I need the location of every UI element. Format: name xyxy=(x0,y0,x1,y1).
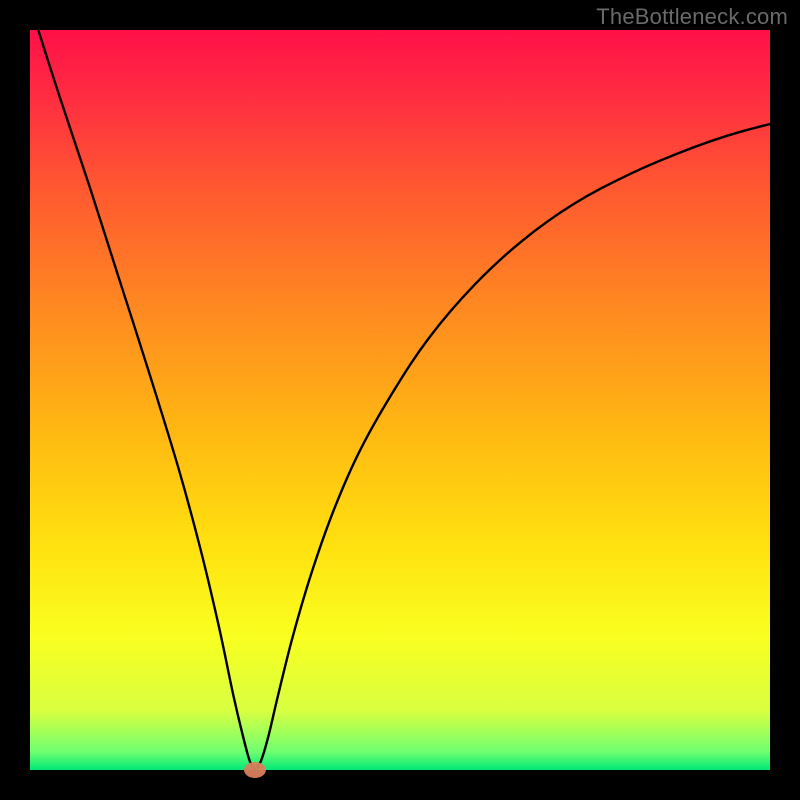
dip-marker xyxy=(244,762,266,778)
bottleneck-chart xyxy=(0,0,800,800)
chart-container: TheBottleneck.com xyxy=(0,0,800,800)
watermark-label: TheBottleneck.com xyxy=(596,4,788,30)
